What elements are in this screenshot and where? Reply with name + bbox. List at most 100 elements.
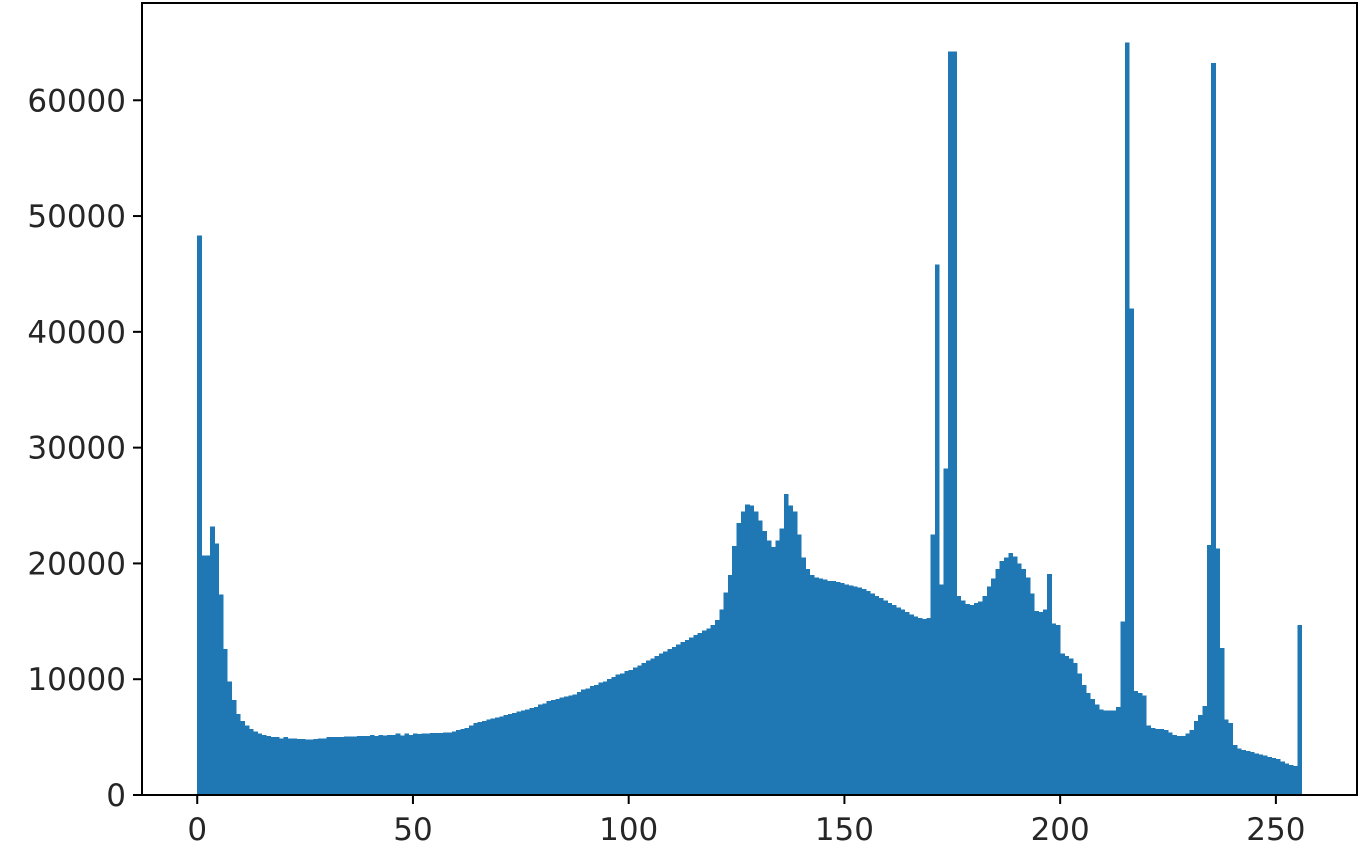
bar (723, 592, 729, 795)
bar (1086, 693, 1091, 795)
bar (1012, 556, 1018, 795)
bar (400, 735, 405, 795)
bar (641, 663, 647, 795)
bar (1155, 729, 1160, 795)
bar (563, 696, 569, 795)
bar (753, 511, 759, 795)
bar (1051, 623, 1057, 795)
bar (633, 667, 638, 795)
bar (999, 561, 1005, 795)
bar (1185, 733, 1190, 795)
bar (391, 734, 397, 795)
bar (300, 738, 306, 795)
bar (361, 735, 366, 795)
bar (1258, 754, 1264, 795)
bar (1159, 729, 1165, 795)
bar (654, 656, 660, 795)
bar (1047, 573, 1052, 795)
bar (1103, 710, 1108, 795)
bar (559, 697, 565, 795)
bar (935, 264, 940, 795)
bar (745, 504, 750, 795)
bar (512, 712, 517, 795)
x-tick-label: 0 (187, 812, 207, 848)
bar (1025, 577, 1031, 795)
x-tick-label: 150 (815, 812, 874, 848)
bar (507, 713, 513, 795)
x-tick-label: 200 (1031, 812, 1090, 848)
bar (1150, 727, 1156, 795)
bar (343, 736, 349, 795)
bar (922, 619, 927, 795)
bar (710, 624, 716, 795)
bar (1042, 609, 1048, 795)
bar (801, 557, 806, 795)
bar (1094, 704, 1100, 795)
bar (326, 737, 332, 795)
bar (568, 695, 573, 795)
bar (270, 737, 276, 795)
bar (1004, 557, 1009, 795)
bar (1098, 709, 1104, 795)
bar (831, 580, 837, 795)
bar (356, 735, 362, 795)
bar (796, 534, 802, 795)
bar (1146, 725, 1152, 795)
bar (818, 578, 824, 795)
bar (706, 628, 711, 795)
bar (1267, 756, 1272, 795)
bar (205, 555, 211, 795)
bar (784, 493, 789, 795)
bar (1215, 548, 1221, 795)
bar (896, 607, 901, 795)
bar (1034, 610, 1039, 795)
bar (555, 698, 560, 795)
bar (1275, 759, 1281, 795)
bar (1180, 735, 1186, 795)
y-tick-label: 20000 (27, 546, 126, 582)
bar (594, 685, 599, 795)
bar (417, 734, 422, 795)
bar (749, 505, 755, 795)
bar (240, 720, 245, 795)
y-tick-label: 50000 (27, 199, 126, 235)
y-tick-label: 10000 (27, 662, 126, 698)
bar (1060, 653, 1065, 795)
bar (1202, 705, 1208, 795)
bar (1271, 757, 1277, 795)
bar (348, 736, 353, 795)
bar (809, 575, 815, 795)
bar (585, 688, 591, 795)
bar (1172, 734, 1177, 795)
bar (1245, 751, 1251, 795)
bar (1055, 624, 1061, 795)
x-tick-label: 250 (1246, 812, 1305, 848)
bar (689, 637, 694, 795)
bar (650, 658, 655, 795)
bar (529, 708, 535, 795)
bar (313, 738, 319, 795)
bar (533, 707, 539, 795)
bar (434, 733, 440, 795)
bar (279, 738, 284, 795)
bar (249, 729, 254, 795)
x-tick-label: 100 (599, 812, 658, 848)
bar (374, 735, 379, 795)
bar (1133, 690, 1139, 795)
bar (727, 575, 733, 795)
bar (814, 577, 819, 795)
bar (408, 734, 414, 795)
bar (995, 569, 1001, 795)
bar (447, 732, 453, 795)
bar (1107, 710, 1113, 795)
bar (624, 671, 629, 795)
bar (589, 686, 595, 795)
bar (456, 730, 461, 795)
bar (939, 584, 944, 795)
bar (1081, 685, 1087, 795)
bar (926, 617, 932, 795)
bar (576, 691, 582, 795)
bar (865, 591, 871, 795)
bar (870, 593, 875, 795)
bar (740, 511, 746, 795)
